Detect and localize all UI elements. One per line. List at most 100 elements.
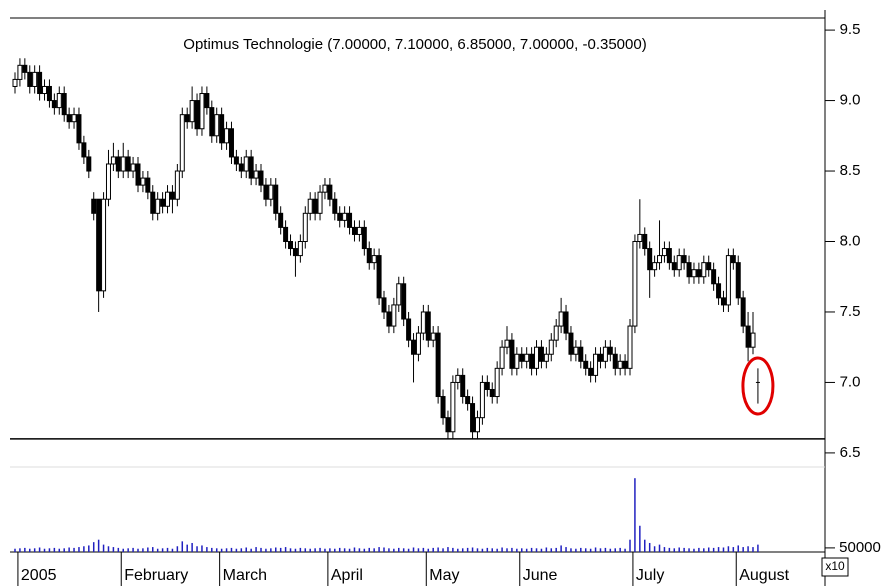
volume-bar [147, 547, 149, 552]
volume-bar [511, 547, 513, 552]
candle-body [652, 262, 658, 271]
volume-bar [545, 547, 548, 552]
volume-bar [368, 547, 370, 552]
volume-bar [265, 548, 267, 552]
candle-body [617, 360, 623, 369]
candle-body [76, 114, 82, 144]
volume-bar [314, 548, 316, 552]
candle-body [219, 114, 225, 144]
candle-body [224, 128, 230, 144]
volume-bar [668, 547, 671, 552]
candle-body [125, 156, 131, 172]
volume-bar [137, 548, 139, 552]
volume-bar [53, 547, 56, 552]
candle-body [165, 191, 171, 207]
volume-bar [461, 548, 464, 552]
candle-body [96, 198, 102, 292]
volume-bar [442, 548, 444, 552]
volume-bar [206, 547, 208, 552]
candle-body [189, 100, 195, 123]
volume-bar [619, 547, 621, 552]
volume-bar [678, 547, 680, 552]
candle-body [56, 93, 62, 109]
volume-bar [48, 548, 51, 552]
candle-body [179, 114, 185, 172]
candle-body [612, 353, 618, 369]
volume-bar [358, 548, 361, 552]
candle-body [686, 262, 692, 278]
volume-bar [338, 547, 341, 552]
volume-bar [196, 546, 198, 552]
x-tick-label: April [331, 567, 363, 584]
chart-title: Optimus Technologie (7.00000, 7.10000, 6… [183, 36, 646, 53]
volume-bar [417, 548, 420, 552]
candle-body [602, 346, 608, 362]
volume-bar [698, 547, 700, 552]
volume-bar [703, 548, 705, 552]
candle-body [228, 128, 234, 158]
volume-bar [486, 547, 489, 552]
candle-body [691, 269, 697, 278]
volume-bar [383, 547, 385, 552]
candle-body [720, 297, 726, 306]
candle-body [297, 241, 303, 257]
highlight-circle [741, 356, 775, 416]
y-tick-label: 7.0 [840, 373, 861, 390]
candle-body [504, 339, 510, 348]
volume-bar [432, 547, 434, 552]
candle-body [740, 297, 746, 327]
candle-body [322, 184, 328, 193]
volume-bar [584, 548, 587, 552]
candle-body [573, 346, 579, 355]
volume-bar [707, 547, 710, 552]
volume-bar [757, 544, 759, 552]
volume-bar [83, 546, 85, 552]
volume-bar [156, 548, 159, 552]
candle-body [381, 297, 387, 313]
candle-body [120, 156, 126, 172]
volume-bar [319, 547, 321, 552]
candle-body [745, 325, 751, 348]
volume-bar [255, 547, 257, 552]
candle-body [622, 360, 628, 369]
volume-bar [294, 548, 297, 552]
volume-bar [727, 546, 730, 552]
candle-body [115, 156, 121, 172]
candle-body [430, 332, 436, 341]
volume-tick-label: 50000 [839, 539, 881, 556]
volume-bar [275, 547, 277, 552]
volume-bar [363, 548, 366, 552]
volume-bar [732, 547, 735, 552]
volume-bar [117, 547, 120, 552]
candle-body [199, 93, 205, 130]
volume-bar [329, 548, 331, 552]
candle-body [543, 353, 549, 362]
volume-bar [102, 544, 105, 552]
volume-bar [122, 548, 124, 552]
candle-body [130, 163, 136, 172]
y-tick-label: 9.0 [840, 92, 861, 109]
candle-body [209, 107, 215, 137]
candle-body [42, 85, 48, 95]
volume-bar [614, 548, 616, 552]
volume-bar [673, 548, 676, 552]
volume-bar [742, 547, 744, 552]
volume-bar [24, 547, 26, 552]
candle-body [27, 71, 33, 87]
candle-body [440, 396, 446, 419]
candle-body [150, 191, 156, 214]
volume-bar [516, 548, 518, 552]
volume-bar [737, 545, 739, 552]
candle-body [711, 269, 717, 285]
candle-body [474, 417, 480, 433]
candle-body [307, 198, 313, 214]
volume-bar [422, 547, 425, 552]
volume-bar [112, 547, 115, 552]
candle-body [455, 374, 461, 383]
candle-body [435, 332, 441, 398]
candle-body [415, 332, 421, 355]
volume-bar [648, 542, 651, 552]
volume-bar [142, 548, 144, 552]
candle-body [337, 212, 343, 221]
